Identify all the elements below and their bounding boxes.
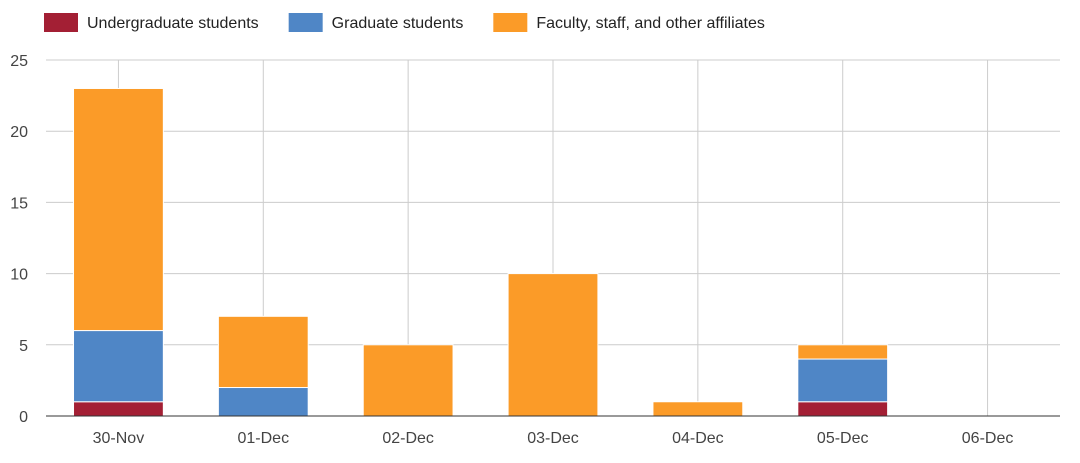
legend-swatch [288, 13, 323, 32]
bar-segment [73, 401, 164, 417]
legend-swatch [44, 13, 78, 32]
legend-label: Graduate students [332, 15, 464, 32]
x-tick-label: 30-Nov [93, 430, 145, 447]
bar-segment [362, 344, 454, 417]
bars [46, 87, 1060, 417]
y-tick-label: 0 [19, 409, 28, 426]
x-tick-label: 06-Dec [962, 430, 1014, 447]
x-axis: 30-Nov 01-Dec 02-Dec 03-Dec 04-Dec 05-Dec 06-D… [93, 430, 1014, 447]
bar-segment [73, 87, 164, 332]
y-axis: 0 5 10 15 20 25 [10, 53, 28, 426]
y-tick-label: 25 [10, 53, 28, 70]
x-tick-label: 01-Dec [237, 430, 289, 447]
bar-segment [507, 273, 599, 417]
legend-swatch [493, 13, 528, 32]
legend: Undergraduate students Graduate students F… [44, 13, 765, 32]
x-tick-label: 02-Dec [382, 430, 434, 447]
legend-label: Undergraduate students [87, 15, 259, 32]
bar-segment [217, 315, 309, 389]
bar-segment [797, 344, 889, 360]
y-tick-label: 15 [10, 195, 28, 212]
bar-segment [797, 401, 889, 417]
y-tick-label: 5 [19, 338, 28, 355]
y-tick-label: 10 [10, 267, 28, 284]
x-tick-label: 05-Dec [817, 430, 869, 447]
x-tick-label: 03-Dec [527, 430, 579, 447]
y-tick-label: 20 [10, 124, 28, 141]
bar-segment [797, 358, 889, 403]
bar-segment [652, 401, 744, 417]
bar-segment [217, 387, 309, 417]
bar-segment [73, 330, 164, 403]
x-tick-label: 04-Dec [672, 430, 724, 447]
legend-label: Faculty, staff, and other affiliates [536, 15, 765, 32]
